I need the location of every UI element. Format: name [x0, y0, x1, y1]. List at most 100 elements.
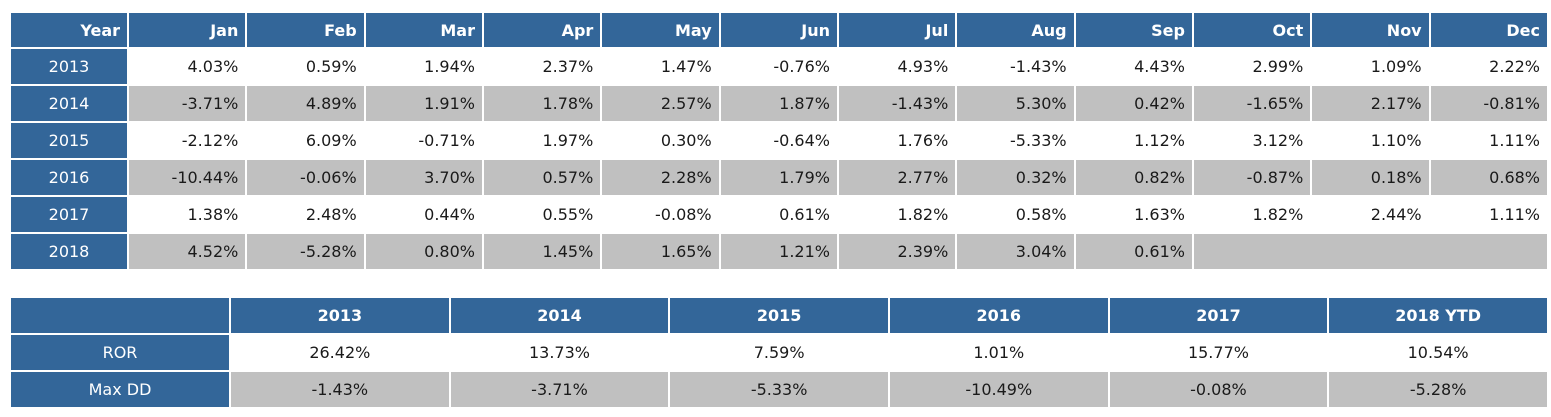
return-cell: 1.12%: [1075, 123, 1192, 158]
return-cell: 2.77%: [838, 160, 956, 195]
table-row: Max DD -1.43% -3.71% -5.33% -10.49% -0.0…: [11, 372, 1547, 407]
year-label: 2018: [11, 234, 127, 269]
return-cell: 1.91%: [365, 86, 482, 121]
return-cell: 0.58%: [957, 197, 1074, 232]
monthly-returns-table: Year Jan Feb Mar Apr May Jun Jul Aug Sep…: [9, 11, 1549, 271]
return-cell: -0.64%: [720, 123, 837, 158]
return-cell: 4.43%: [1075, 49, 1192, 84]
ror-cell: 13.73%: [450, 335, 669, 370]
return-cell: 0.59%: [247, 49, 364, 84]
header-year: Year: [11, 13, 127, 47]
return-cell: 5.30%: [957, 86, 1074, 121]
return-cell: 1.47%: [602, 49, 719, 84]
return-cell: 1.87%: [720, 86, 837, 121]
table-row: 2013 4.03% 0.59% 1.94% 2.37% 1.47% -0.76…: [11, 49, 1547, 84]
header-year: 2013: [231, 298, 449, 333]
return-cell: -0.08%: [602, 197, 719, 232]
table-row: 2017 1.38% 2.48% 0.44% 0.55% -0.08% 0.61…: [11, 197, 1547, 232]
year-label: 2014: [11, 86, 127, 121]
return-cell: 0.80%: [365, 234, 482, 269]
header-month: Apr: [483, 13, 601, 47]
ror-cell: 15.77%: [1109, 335, 1328, 370]
return-cell: 1.78%: [483, 86, 601, 121]
ror-cell: 1.01%: [889, 335, 1108, 370]
header-year: 2015: [670, 298, 888, 333]
return-cell: 1.82%: [1193, 197, 1311, 232]
max-dd-cell: -10.49%: [889, 372, 1108, 407]
table-row: 2016 -10.44% -0.06% 3.70% 0.57% 2.28% 1.…: [11, 160, 1547, 195]
header-year: 2014: [450, 298, 669, 333]
header-month: Jun: [720, 13, 837, 47]
header-month: Oct: [1193, 13, 1311, 47]
return-cell: -2.12%: [129, 123, 246, 158]
header-month: Aug: [957, 13, 1074, 47]
max-dd-cell: -3.71%: [450, 372, 669, 407]
return-cell: -0.71%: [365, 123, 482, 158]
return-cell: 1.82%: [838, 197, 956, 232]
return-cell: 0.55%: [483, 197, 601, 232]
return-cell: 0.82%: [1075, 160, 1192, 195]
max-dd-cell: -1.43%: [231, 372, 449, 407]
return-cell: 0.42%: [1075, 86, 1192, 121]
return-cell: -1.43%: [957, 49, 1074, 84]
return-cell: -0.81%: [1430, 86, 1547, 121]
header-year: 2018 YTD: [1329, 298, 1547, 333]
return-cell: 1.63%: [1075, 197, 1192, 232]
ror-cell: 7.59%: [670, 335, 888, 370]
header-month: May: [602, 13, 719, 47]
annual-summary-table: 2013 2014 2015 2016 2017 2018 YTD ROR 26…: [9, 296, 1549, 409]
return-cell: 3.70%: [365, 160, 482, 195]
return-cell: 4.89%: [247, 86, 364, 121]
return-cell: 3.04%: [957, 234, 1074, 269]
return-cell: -5.28%: [247, 234, 364, 269]
return-cell: -0.76%: [720, 49, 837, 84]
return-cell: 2.44%: [1312, 197, 1429, 232]
return-cell: 1.76%: [838, 123, 956, 158]
table-row: 2018 4.52% -5.28% 0.80% 1.45% 1.65% 1.21…: [11, 234, 1547, 269]
table-row: ROR 26.42% 13.73% 7.59% 1.01% 15.77% 10.…: [11, 335, 1547, 370]
return-cell: 2.28%: [602, 160, 719, 195]
return-cell: 0.61%: [720, 197, 837, 232]
header-month: Feb: [247, 13, 364, 47]
return-cell: -1.43%: [838, 86, 956, 121]
return-cell: 2.48%: [247, 197, 364, 232]
return-cell: 2.22%: [1430, 49, 1547, 84]
return-cell: 1.97%: [483, 123, 601, 158]
monthly-header-row: Year Jan Feb Mar Apr May Jun Jul Aug Sep…: [11, 13, 1547, 47]
annual-header-row: 2013 2014 2015 2016 2017 2018 YTD: [11, 298, 1547, 333]
max-dd-cell: -5.33%: [670, 372, 888, 407]
ror-cell: 10.54%: [1329, 335, 1547, 370]
return-cell: -3.71%: [129, 86, 246, 121]
return-cell: 1.94%: [365, 49, 482, 84]
return-cell: 0.32%: [957, 160, 1074, 195]
header-month: Sep: [1075, 13, 1192, 47]
return-cell: 0.18%: [1312, 160, 1429, 195]
return-cell: -5.33%: [957, 123, 1074, 158]
year-label: 2016: [11, 160, 127, 195]
header-month: Jan: [129, 13, 246, 47]
year-label: 2017: [11, 197, 127, 232]
return-cell: -1.65%: [1193, 86, 1311, 121]
return-cell: 1.09%: [1312, 49, 1429, 84]
return-cell: 1.10%: [1312, 123, 1429, 158]
table-row: 2014 -3.71% 4.89% 1.91% 1.78% 2.57% 1.87…: [11, 86, 1547, 121]
year-label: 2015: [11, 123, 127, 158]
return-cell: 6.09%: [247, 123, 364, 158]
ror-label: ROR: [11, 335, 229, 370]
return-cell: -0.06%: [247, 160, 364, 195]
header-corner: [11, 298, 229, 333]
return-cell: 0.44%: [365, 197, 482, 232]
return-cell: 2.99%: [1193, 49, 1311, 84]
header-month: Mar: [365, 13, 482, 47]
return-cell: 2.39%: [838, 234, 956, 269]
table-row: 2015 -2.12% 6.09% -0.71% 1.97% 0.30% -0.…: [11, 123, 1547, 158]
return-cell: 1.45%: [483, 234, 601, 269]
ror-cell: 26.42%: [231, 335, 449, 370]
header-month: Dec: [1430, 13, 1547, 47]
return-cell: 2.17%: [1312, 86, 1429, 121]
return-cell: 1.79%: [720, 160, 837, 195]
return-cell: 1.21%: [720, 234, 837, 269]
return-cell: 2.37%: [483, 49, 601, 84]
return-cell: 4.52%: [129, 234, 246, 269]
return-cell: 0.57%: [483, 160, 601, 195]
